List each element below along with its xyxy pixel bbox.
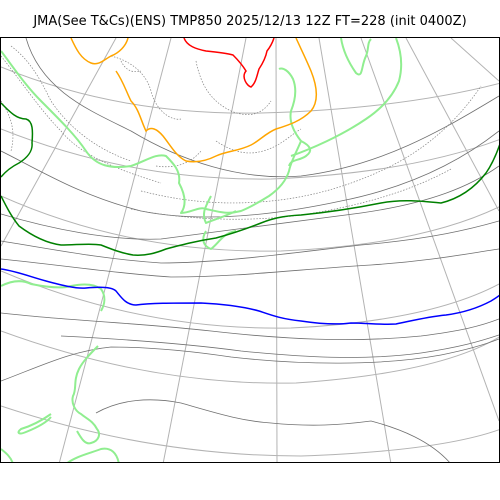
- longitude-line: [450, 38, 499, 82]
- longitude-line: [405, 38, 499, 212]
- dotted-isotherm: [130, 168, 452, 220]
- latitude-line: [1, 405, 499, 457]
- longitude-lines: [1, 38, 499, 462]
- longitude-line: [1, 38, 117, 247]
- isotherm-lines: [1, 38, 499, 462]
- isotherm-line: [60, 334, 499, 358]
- latitude-lines: [1, 66, 499, 457]
- isotherm-minus12: [1, 102, 34, 178]
- coastline: [17, 413, 52, 435]
- dotted-isotherm: [1, 55, 162, 184]
- coastline: [67, 447, 120, 462]
- longitude-line: [162, 38, 247, 462]
- coastline: [1, 280, 106, 312]
- dotted-isotherm: [155, 150, 202, 168]
- dotted-isotherm: [215, 128, 302, 154]
- isotherm-minus18: [1, 268, 499, 326]
- isotherm-line: [1, 312, 499, 340]
- coastline: [340, 38, 372, 76]
- dotted-isotherm: [10, 45, 132, 162]
- dotted-isotherm: [140, 85, 482, 204]
- longitude-line: [318, 38, 392, 462]
- dotted-isotherms: [1, 45, 482, 220]
- figure-title: JMA(See T&Cs)(ENS) TMP850 2025/12/13 12Z…: [33, 14, 467, 29]
- key-isotherms: [1, 38, 499, 326]
- latitude-line: [1, 270, 499, 329]
- isotherm-line: [1, 220, 499, 264]
- latitude-line: [1, 66, 499, 114]
- map-panel: [0, 37, 500, 463]
- isotherm-line: [95, 399, 450, 462]
- longitude-line: [275, 38, 278, 462]
- latitude-line: [1, 128, 499, 180]
- isotherm-line: [1, 165, 499, 240]
- coastline: [290, 38, 403, 157]
- isotherm-minus6: [115, 38, 317, 163]
- coastline: [1, 448, 14, 462]
- coastline: [71, 345, 100, 445]
- isotherm-line: [1, 338, 499, 382]
- isotherm-minus6: [70, 38, 129, 65]
- coastline: [288, 140, 312, 167]
- longitude-line: [59, 38, 172, 462]
- isotherm-line: [1, 130, 499, 218]
- dotted-isotherm: [120, 60, 142, 73]
- isotherm-zero: [183, 38, 275, 88]
- isotherm-line: [25, 38, 499, 178]
- longitude-line: [360, 38, 499, 422]
- coastline: [202, 195, 237, 224]
- coastlines: [1, 38, 403, 462]
- dotted-isotherm: [110, 55, 182, 120]
- dotted-isotherm: [195, 60, 272, 115]
- isotherm-line: [1, 248, 499, 278]
- latitude-line: [1, 195, 499, 252]
- isotherm-minus12: [1, 144, 499, 256]
